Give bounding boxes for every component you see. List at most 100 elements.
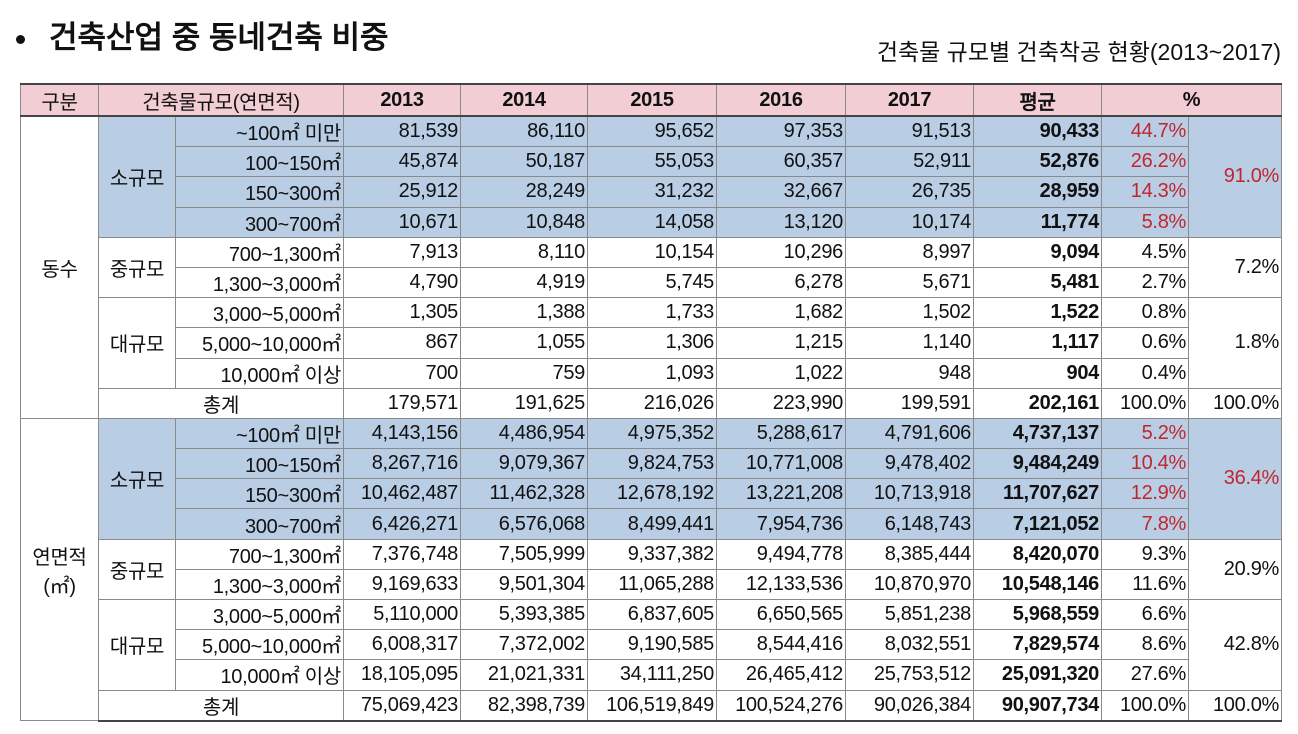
value-cell: 10,713,918 [845, 478, 974, 510]
value-cell: 9,190,585 [587, 629, 717, 661]
group-label: 대규모 [98, 297, 176, 389]
value-cell: 28,249 [460, 176, 588, 208]
size-label: ~100㎡ 미만 [175, 417, 344, 450]
value-cell: 8,499,441 [587, 508, 717, 540]
value-cell: 6,426,271 [343, 508, 461, 540]
value-cell: 8,110 [460, 236, 588, 268]
title-text: 건축산업 중 동네건축 비중 [49, 20, 389, 55]
value-cell: 55,053 [587, 146, 717, 178]
size-label: 1,300~3,000㎡ [175, 568, 344, 601]
table-row: 연면적 (㎡) 소규모 ~100㎡ 미만 4,143,156 4,486,954 4,975… [20, 417, 1283, 722]
value-cell: 95,652 [587, 115, 717, 148]
value-cell: 21,021,331 [460, 659, 588, 691]
table-row: 100~150㎡ 45,874 50,187 55,053 60,357 52,911 52… [21, 146, 1282, 178]
value-cell: 97,353 [716, 115, 846, 148]
value-cell: 5,745 [587, 266, 717, 299]
size-label: 300~700㎡ [175, 508, 344, 540]
value-cell: 26,735 [845, 176, 974, 208]
value-cell: 8,544,416 [716, 629, 846, 661]
table-row: 중규모 700~1,300㎡ 7,376,748 7,505,999 9,337,382… [21, 538, 1283, 601]
table-row: 1,300~3,000㎡ 4,790 4,919 5,745 6,278 5,671 5,4… [21, 266, 1282, 299]
value-cell: 8,032,551 [845, 629, 974, 661]
group-label: 소규모 [98, 115, 176, 238]
table-row: 1,300~3,000㎡ 9,169,633 9,501,304 11,065,288… [21, 568, 1282, 601]
total-value: 100,524,276 [716, 689, 846, 722]
value-cell: 8,997 [845, 236, 974, 268]
percent-cell: 4.5% [1101, 236, 1189, 268]
size-label: 150~300㎡ [175, 176, 344, 208]
value-cell: 700 [343, 357, 461, 389]
size-label: 100~150㎡ [175, 146, 344, 178]
percent-cell: 10.4% [1101, 448, 1189, 480]
percent-cell: 0.8% [1101, 297, 1189, 329]
group-share: 1.8% [1187, 297, 1283, 389]
total-row: 총계 179,571 191,625 216,026 223,990 199,591 202… [21, 387, 1283, 419]
value-cell: 9,169,633 [343, 568, 461, 601]
value-cell: 4,486,954 [460, 417, 588, 450]
value-cell: 86,110 [460, 115, 588, 148]
size-label: 3,000~5,000㎡ [175, 598, 344, 631]
value-cell: 18,105,095 [343, 659, 461, 691]
average-cell: 1,522 [973, 297, 1102, 329]
column-header: % [1100, 83, 1283, 117]
value-cell: 9,501,304 [460, 568, 588, 601]
average-cell: 904 [973, 357, 1102, 389]
group-label: 소규모 [98, 417, 176, 540]
value-cell: 81,539 [343, 115, 461, 148]
value-cell: 948 [845, 357, 974, 389]
total-average: 90,907,734 [973, 689, 1102, 722]
percent-cell: 7.8% [1101, 508, 1189, 540]
value-cell: 52,911 [845, 146, 974, 178]
value-cell: 7,913 [343, 236, 461, 268]
total-share: 100.0% [1187, 689, 1283, 722]
average-cell: 11,707,627 [973, 478, 1102, 510]
value-cell: 12,678,192 [587, 478, 717, 510]
value-cell: 1,022 [716, 357, 846, 389]
section-name: 연면적 [32, 546, 87, 569]
size-label: 1,300~3,000㎡ [175, 266, 344, 299]
value-cell: 9,478,402 [845, 448, 974, 480]
value-cell: 11,462,328 [460, 478, 588, 510]
value-cell: 9,824,753 [587, 448, 717, 480]
average-cell: 52,876 [973, 146, 1102, 178]
percent-cell: 27.6% [1101, 659, 1189, 691]
value-cell: 6,837,605 [587, 598, 717, 631]
table-row: 동수 소규모 ~100㎡ 미만 81,539 86,110 95,652 97,353 91,… [20, 115, 1283, 419]
value-cell: 10,671 [343, 206, 461, 238]
value-cell: 867 [343, 327, 461, 359]
value-cell: 6,650,565 [716, 598, 846, 631]
value-cell: 10,870,970 [845, 568, 974, 601]
value-cell: 1,502 [845, 297, 974, 329]
size-label: 3,000~5,000㎡ [175, 297, 344, 329]
total-percent: 100.0% [1101, 689, 1189, 722]
value-cell: 7,376,748 [343, 538, 461, 570]
header-row: 구분 건축물규모(연면적) 2013 2014 2015 2016 2017 평균% [20, 83, 1283, 117]
value-cell: 13,120 [716, 206, 846, 238]
size-label: 300~700㎡ [175, 206, 344, 238]
value-cell: 4,791,606 [845, 417, 974, 450]
percent-cell: 14.3% [1101, 176, 1189, 208]
value-cell: 1,388 [460, 297, 588, 329]
percent-cell: 0.6% [1101, 327, 1189, 359]
value-cell: 1,305 [343, 297, 461, 329]
value-cell: 1,140 [845, 327, 974, 359]
subtitle: 건축물 규모별 건축착공 현황(2013~2017) [876, 39, 1281, 65]
value-cell: 6,576,068 [460, 508, 588, 540]
percent-cell: 9.3% [1101, 538, 1189, 570]
size-label: 700~1,300㎡ [175, 538, 344, 570]
total-value: 75,069,423 [343, 689, 461, 722]
value-cell: 1,733 [587, 297, 717, 329]
value-cell: 32,667 [716, 176, 846, 208]
size-label: 5,000~10,000㎡ [175, 629, 344, 661]
average-cell: 8,420,070 [973, 538, 1102, 570]
column-header: 건축물규모(연면적) [98, 83, 344, 117]
table-row: 5,000~10,000㎡ 867 1,055 1,306 1,215 1,140 1,11… [21, 327, 1282, 359]
group-label: 중규모 [98, 236, 176, 299]
percent-cell: 5.2% [1101, 417, 1189, 450]
table-row: 300~700㎡ 10,671 10,848 14,058 13,120 10,174 11… [21, 206, 1282, 238]
total-value: 179,571 [343, 387, 461, 419]
title: 건축산업 중 동네건축 비중 [10, 12, 389, 57]
value-cell: 10,296 [716, 236, 846, 268]
value-cell: 4,790 [343, 266, 461, 299]
